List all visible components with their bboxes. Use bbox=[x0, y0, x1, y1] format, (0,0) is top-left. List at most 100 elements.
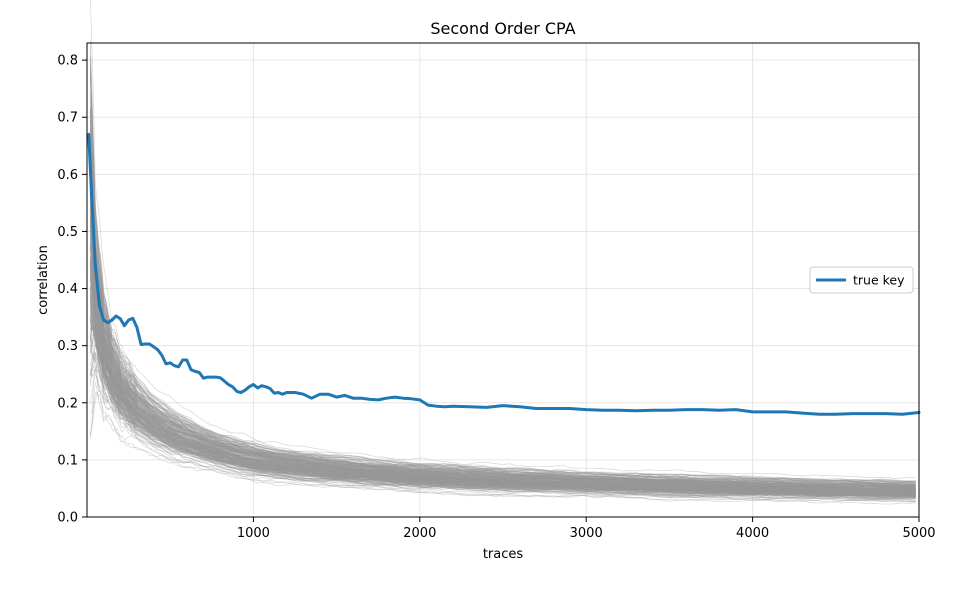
background-trace bbox=[89, 282, 916, 494]
chart-title: Second Order CPA bbox=[430, 19, 575, 38]
background-trace bbox=[89, 304, 916, 498]
background-trace bbox=[89, 301, 916, 497]
background-trace bbox=[89, 167, 916, 489]
background-trace bbox=[89, 205, 916, 490]
background-trace bbox=[89, 185, 916, 490]
background-trace bbox=[89, 135, 916, 486]
background-trace bbox=[89, 304, 916, 496]
background-trace bbox=[89, 181, 916, 489]
background-trace bbox=[89, 97, 916, 485]
background-trace bbox=[89, 238, 916, 493]
ticks-layer: 1000 2000 3000 4000 5000 0.0 0.1 0.2 0.3 0.4 0.5 0.… bbox=[57, 54, 935, 541]
background-trace bbox=[89, 288, 916, 494]
background-trace bbox=[89, 255, 916, 494]
background-trace bbox=[89, 55, 916, 484]
background-trace bbox=[89, 179, 916, 492]
background-trace bbox=[89, 290, 916, 497]
background-trace bbox=[89, 246, 916, 493]
legend-box bbox=[809, 266, 914, 294]
background-trace bbox=[89, 365, 916, 501]
background-trace bbox=[89, 214, 916, 491]
background-trace bbox=[90, 326, 916, 497]
background-trace bbox=[89, 338, 916, 499]
background-trace bbox=[89, 193, 916, 492]
background-trace bbox=[89, 374, 916, 503]
background-trace bbox=[89, 71, 916, 483]
background-trace bbox=[89, 243, 916, 494]
background-trace bbox=[89, 121, 916, 484]
background-trace bbox=[89, 188, 916, 488]
y-tick-label: 0.5 bbox=[57, 225, 78, 240]
background-trace bbox=[89, 333, 916, 499]
background-trace bbox=[89, 210, 916, 492]
background-trace bbox=[89, 343, 916, 498]
background-trace bbox=[89, 130, 916, 487]
background-trace bbox=[89, 209, 916, 491]
background-trace bbox=[89, 287, 916, 495]
background-trace bbox=[89, 293, 916, 496]
background-trace bbox=[89, 255, 916, 494]
x-axis-label: traces bbox=[483, 547, 524, 562]
background-trace bbox=[89, 226, 916, 492]
y-tick-label: 0.3 bbox=[57, 339, 78, 354]
background-trace bbox=[89, 241, 916, 494]
background-trace bbox=[89, 267, 916, 495]
background-trace bbox=[89, 290, 916, 494]
y-tick-label: 0.2 bbox=[57, 396, 78, 411]
background-trace bbox=[89, 314, 916, 496]
background-trace bbox=[89, 308, 916, 497]
background-trace bbox=[89, 285, 916, 495]
background-trace bbox=[89, 56, 916, 483]
background-trace bbox=[89, 196, 916, 491]
background-trace bbox=[89, 312, 916, 498]
background-trace bbox=[89, 259, 916, 494]
background-trace bbox=[89, 186, 916, 491]
background-trace bbox=[89, 243, 916, 493]
background-trace bbox=[89, 272, 916, 495]
background-trace bbox=[89, 256, 916, 493]
background-trace bbox=[89, 351, 916, 500]
background-trace bbox=[89, 279, 916, 495]
background-trace bbox=[89, 76, 916, 485]
background-trace bbox=[89, 356, 916, 501]
background-trace bbox=[89, 215, 916, 491]
background-trace bbox=[89, 134, 916, 488]
background-trace bbox=[89, 165, 916, 488]
background-trace bbox=[89, 294, 916, 497]
legend: true key bbox=[809, 266, 914, 294]
background-trace bbox=[89, 69, 916, 483]
background-trace bbox=[89, 262, 916, 494]
background-trace bbox=[89, 286, 916, 497]
background-trace bbox=[89, 164, 916, 488]
background-trace bbox=[89, 186, 916, 492]
background-trace bbox=[90, 290, 916, 495]
y-tick-label: 0.6 bbox=[57, 168, 78, 183]
background-trace bbox=[89, 262, 916, 495]
y-tick-label: 0.1 bbox=[57, 453, 78, 468]
background-trace bbox=[89, 246, 916, 494]
y-tick-label: 0.4 bbox=[57, 282, 78, 297]
background-trace bbox=[90, 0, 916, 479]
background-trace bbox=[89, 272, 916, 495]
background-trace bbox=[89, 188, 916, 491]
background-trace bbox=[89, 224, 916, 492]
background-trace bbox=[89, 157, 916, 487]
background-trace bbox=[89, 59, 916, 484]
background-trace bbox=[89, 326, 916, 498]
background-trace bbox=[89, 319, 916, 498]
background-trace bbox=[89, 244, 916, 494]
background-trace bbox=[89, 184, 916, 490]
background-trace bbox=[89, 237, 916, 492]
background-trace bbox=[89, 287, 916, 496]
background-trace bbox=[89, 264, 916, 493]
background-trace bbox=[89, 137, 916, 487]
background-trace bbox=[89, 273, 916, 496]
background-trace bbox=[89, 178, 916, 488]
background-trace bbox=[89, 189, 916, 490]
background-trace bbox=[89, 108, 916, 487]
background-trace bbox=[89, 215, 916, 491]
x-tick-label: 1000 bbox=[237, 526, 270, 541]
background-trace bbox=[89, 295, 916, 497]
background-trace bbox=[89, 261, 916, 495]
background-trace bbox=[89, 298, 916, 495]
